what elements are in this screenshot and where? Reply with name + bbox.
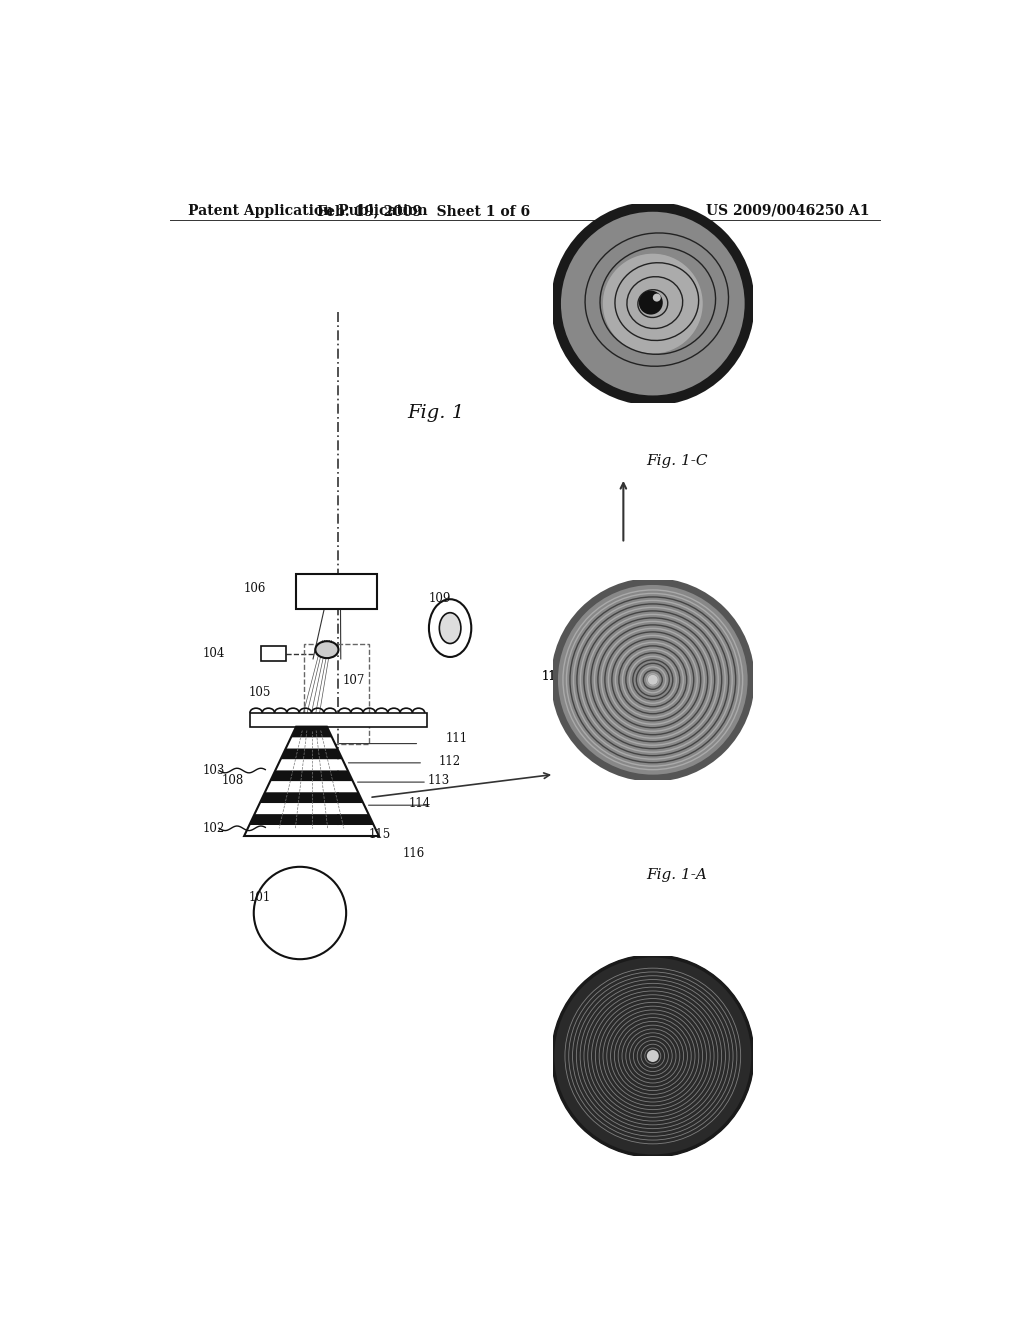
Polygon shape (265, 781, 358, 792)
Text: 117: 117 (542, 671, 563, 684)
Polygon shape (275, 759, 348, 771)
Text: Patent Application Publication: Patent Application Publication (188, 203, 428, 218)
Text: Feb. 19, 2009   Sheet 1 of 6: Feb. 19, 2009 Sheet 1 of 6 (316, 203, 529, 218)
Ellipse shape (429, 599, 471, 657)
Circle shape (561, 211, 744, 396)
Text: 118: 118 (588, 305, 609, 317)
Text: 116: 116 (402, 847, 425, 861)
Circle shape (647, 1049, 658, 1063)
Bar (296, 574, 377, 609)
Text: 103: 103 (203, 764, 225, 777)
Polygon shape (286, 738, 337, 748)
Text: Fig. 1-B: Fig. 1-B (646, 660, 708, 673)
Ellipse shape (315, 642, 339, 659)
Bar (304, 644, 370, 743)
Text: 117: 117 (542, 671, 563, 684)
Circle shape (553, 956, 753, 1156)
Text: 107: 107 (343, 675, 365, 686)
Circle shape (558, 585, 748, 775)
Circle shape (639, 290, 663, 314)
Polygon shape (249, 814, 374, 825)
Text: 115: 115 (369, 828, 390, 841)
Text: 105: 105 (249, 685, 271, 698)
Bar (261, 645, 286, 661)
Polygon shape (260, 792, 364, 803)
Polygon shape (255, 803, 369, 814)
Polygon shape (281, 748, 342, 759)
Polygon shape (291, 726, 332, 738)
Circle shape (551, 202, 755, 405)
Text: 106: 106 (244, 582, 266, 594)
Ellipse shape (439, 612, 461, 644)
Circle shape (551, 578, 755, 781)
Bar (250, 713, 427, 726)
Text: 101: 101 (249, 891, 271, 904)
Text: 102: 102 (203, 822, 225, 834)
Text: 113: 113 (427, 774, 450, 787)
Circle shape (648, 675, 657, 685)
Text: Fig. 1-C: Fig. 1-C (646, 454, 708, 469)
Circle shape (603, 253, 702, 354)
Text: 114: 114 (409, 797, 430, 810)
Text: Fig. 1: Fig. 1 (408, 404, 465, 421)
Text: 112: 112 (439, 755, 461, 768)
Text: Fig. 1-A: Fig. 1-A (646, 867, 708, 882)
Circle shape (551, 954, 755, 1158)
Text: 111: 111 (445, 731, 467, 744)
Polygon shape (270, 771, 353, 781)
Circle shape (653, 293, 660, 301)
Text: 119: 119 (665, 358, 687, 371)
Text: 104: 104 (203, 647, 225, 660)
Text: 109: 109 (429, 593, 452, 606)
Circle shape (254, 867, 346, 960)
Text: 119: 119 (665, 358, 687, 371)
Polygon shape (244, 825, 379, 836)
Text: 108: 108 (222, 774, 244, 787)
Text: US 2009/0046250 A1: US 2009/0046250 A1 (707, 203, 869, 218)
Text: 118: 118 (588, 305, 609, 317)
